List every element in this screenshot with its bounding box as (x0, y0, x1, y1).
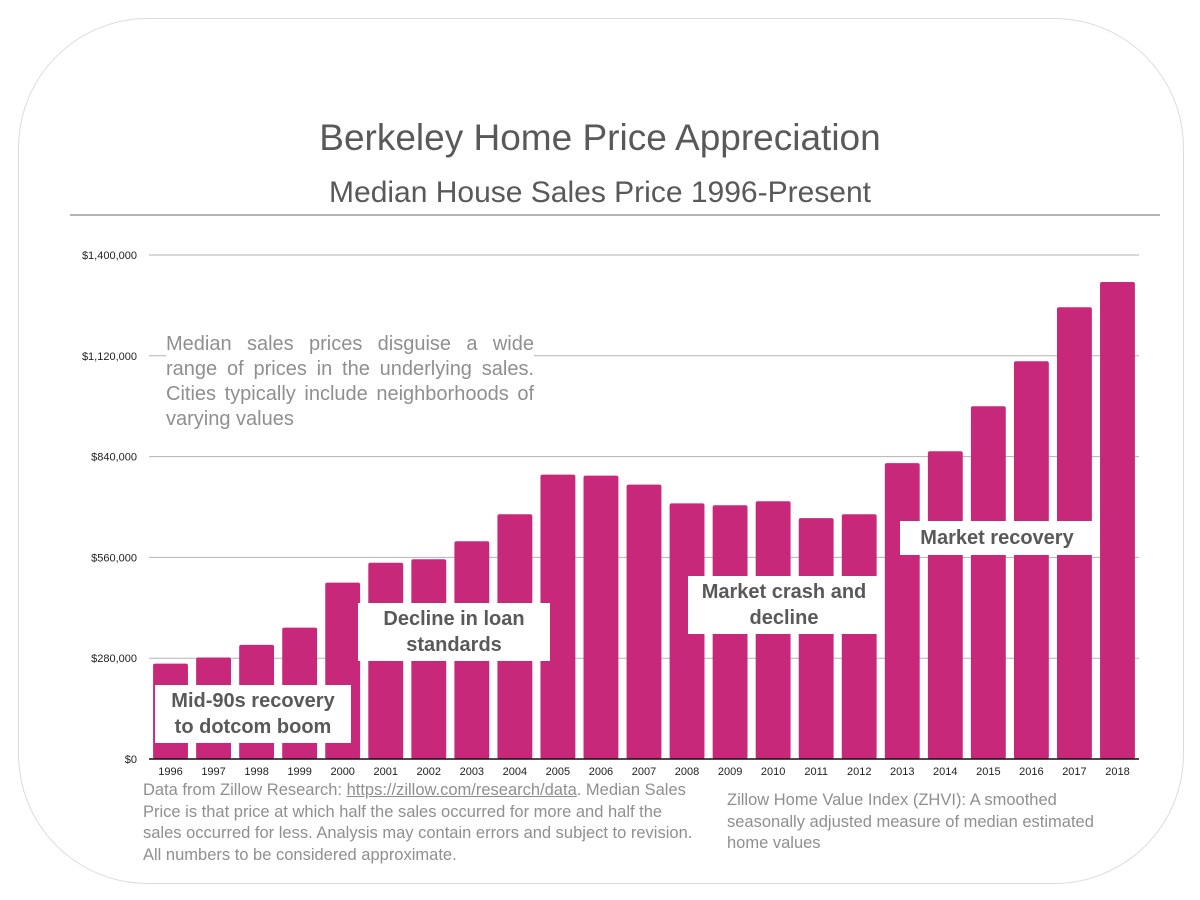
bar-2006 (583, 475, 619, 759)
x-tick-label: 1998 (244, 766, 268, 778)
x-tick-label: 2015 (976, 766, 1000, 778)
y-tick-labels: $0 $280,000 $560,000 $840,000 $1,120,000 $1,4… (82, 250, 137, 766)
zhvi-note: Zillow Home Value Index (ZHVI): A smooth… (727, 791, 1094, 852)
bar-2015 (970, 406, 1006, 759)
x-tick-label: 2017 (1062, 766, 1086, 778)
y-tick-label: $560,000 (91, 552, 137, 564)
y-tick-label: $1,400,000 (82, 250, 137, 262)
x-tick-label: 2018 (1105, 766, 1129, 778)
median-note: Median sales prices disguise a wide rang… (166, 332, 534, 432)
y-tick-label: $1,120,000 (82, 351, 137, 363)
bar-2014 (927, 451, 963, 759)
x-tick-label: 2008 (675, 766, 699, 778)
chart-title: Berkeley Home Price Appreciation (319, 117, 881, 158)
annotation-market-crash: Market crash and decline (688, 576, 880, 634)
bar-2005 (540, 474, 576, 759)
x-tick-label: 2004 (503, 766, 527, 778)
x-tick-label: 2014 (933, 766, 957, 778)
source-suffix: . Median Sales Price is that price at wh… (143, 781, 693, 864)
x-tick-label: 2006 (589, 766, 613, 778)
bar-2013 (884, 463, 920, 759)
annotation-mid90s: Mid-90s recovery to dotcom boom (155, 685, 351, 743)
chart-subtitle: Median House Sales Price 1996-Present (329, 176, 871, 209)
x-tick-label: 1997 (201, 766, 225, 778)
x-tick-label: 2012 (847, 766, 871, 778)
bar-2018 (1100, 282, 1135, 759)
x-tick-label: 2009 (718, 766, 742, 778)
source-prefix: Data from Zillow Research: (143, 781, 347, 799)
x-tick-label: 2013 (890, 766, 914, 778)
x-tick-label: 2002 (417, 766, 441, 778)
y-tick-label: $0 (125, 754, 137, 766)
x-tick-labels: 1996 1997 1998 1999 2000 2001 2002 2003 2004 2005… (158, 766, 1129, 778)
y-tick-label: $280,000 (91, 653, 137, 665)
x-tick-label: 2005 (546, 766, 570, 778)
source-link[interactable]: https://zillow.com/research/data (346, 781, 577, 799)
bar-2012 (841, 514, 877, 759)
x-tick-label: 2001 (373, 766, 397, 778)
x-tick-label: 2000 (330, 766, 354, 778)
source-note: Data from Zillow Research: https://zillo… (143, 780, 703, 866)
bar-2008 (669, 503, 705, 759)
annotation-loan-standards: Decline in loan standards (358, 603, 550, 661)
y-tick-label: $840,000 (91, 452, 137, 464)
x-tick-label: 2011 (804, 766, 828, 778)
x-tick-label: 1996 (158, 766, 182, 778)
x-tick-label: 1999 (287, 766, 311, 778)
x-tick-label: 2007 (632, 766, 656, 778)
bar-2007 (626, 484, 662, 759)
x-tick-label: 2010 (761, 766, 785, 778)
x-tick-label: 2003 (460, 766, 484, 778)
x-tick-label: 2016 (1019, 766, 1043, 778)
title-divider (70, 214, 1160, 216)
bar-2011 (798, 518, 834, 759)
annotation-market-recovery: Market recovery (900, 521, 1094, 555)
bar-2016 (1013, 361, 1049, 759)
